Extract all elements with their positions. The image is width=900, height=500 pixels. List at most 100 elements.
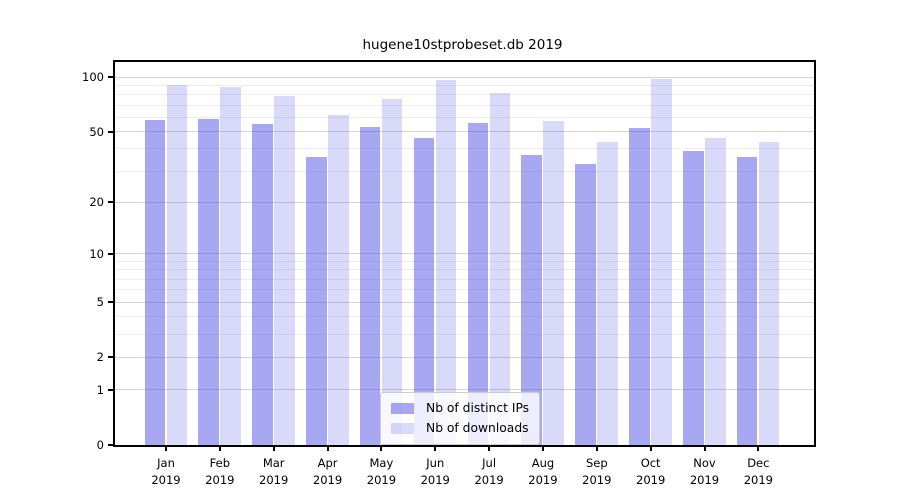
x-tick-year: 2019: [420, 472, 450, 487]
x-tick-month: Apr: [317, 456, 338, 470]
chart-title: hugene10stprobeset.db 2019: [362, 37, 563, 53]
gridline-major: [115, 253, 814, 255]
legend-label-distinct-ips: Nb of distinct IPs: [426, 401, 530, 415]
x-tick-month: Jan: [157, 456, 175, 470]
gridline-major: [115, 131, 814, 133]
x-tick-month: Feb: [209, 456, 231, 470]
bar-downloads-mar: [274, 95, 295, 445]
gridline-major: [115, 76, 814, 78]
y-tick-5: [108, 301, 113, 304]
bar-downloads-sep: [597, 141, 618, 445]
gridline-minor: [115, 333, 814, 335]
x-tick-month: Oct: [640, 456, 661, 470]
legend: Nb of distinct IPs Nb of downloads: [380, 392, 540, 445]
bar-downloads-feb: [220, 87, 241, 445]
x-tick-year: 2019: [259, 472, 289, 487]
x-tick-year: 2019: [636, 472, 666, 487]
x-tick-month: Jun: [426, 456, 445, 470]
bar-downloads-jun: [435, 80, 457, 445]
x-tick-year: 2019: [151, 472, 181, 487]
y-tick-label-1: 1: [96, 382, 104, 397]
bar-distinct-ips-sep: [575, 163, 596, 445]
x-tick-oct: [649, 447, 652, 451]
gridline-minor: [115, 94, 814, 96]
gridline-major: [115, 389, 814, 391]
x-tick-month: Mar: [262, 456, 285, 470]
y-tick-label-5: 5: [96, 295, 104, 310]
x-tick-jul: [488, 447, 491, 451]
y-tick-label-50: 50: [89, 124, 104, 139]
x-tick-label-sep: Sep 2019: [567, 455, 627, 488]
y-tick-label-0: 0: [96, 438, 104, 452]
legend-item-distinct-ips: Nb of distinct IPs: [389, 398, 531, 418]
bar-distinct-ips-oct: [629, 128, 650, 445]
gridline-minor: [115, 269, 814, 271]
x-tick-sep: [595, 447, 598, 451]
x-tick-feb: [218, 447, 221, 451]
bar-distinct-ips-mar: [252, 124, 273, 445]
gridline-minor: [115, 260, 814, 262]
gridline-minor: [115, 104, 814, 106]
gridline-major: [115, 356, 814, 358]
legend-item-downloads: Nb of downloads: [389, 418, 531, 438]
bar-downloads-jul: [489, 92, 511, 445]
gridline-minor: [115, 316, 814, 318]
x-tick-label-aug: Aug 2019: [513, 455, 573, 488]
y-tick-label-20: 20: [89, 195, 104, 210]
gridline-minor: [115, 116, 814, 118]
y-tick-2: [108, 356, 113, 359]
x-tick-year: 2019: [366, 472, 397, 487]
x-tick-month: May: [369, 456, 394, 470]
x-tick-nov: [703, 447, 706, 451]
bar-downloads-may: [381, 98, 403, 445]
x-tick-month: Jul: [482, 456, 497, 470]
y-tick-10: [108, 252, 113, 255]
legend-swatch-downloads: [391, 422, 414, 434]
y-tick-label-100: 100: [82, 70, 104, 85]
x-tick-may: [380, 447, 383, 451]
bar-downloads-jan: [166, 85, 187, 445]
x-tick-label-apr: Apr 2019: [298, 455, 358, 488]
x-tick-year: 2019: [582, 472, 612, 487]
bar-downloads-apr: [328, 114, 349, 445]
x-tick-jun: [434, 447, 437, 451]
x-tick-dec: [757, 447, 760, 451]
x-tick-label-nov: Nov 2019: [675, 455, 735, 488]
bar-distinct-ips-apr: [306, 157, 327, 445]
x-tick-apr: [326, 447, 329, 451]
bar-distinct-ips-dec: [736, 157, 758, 445]
bar-downloads-aug: [543, 121, 564, 445]
x-tick-label-oct: Oct 2019: [621, 455, 681, 488]
x-tick-mar: [272, 447, 275, 451]
gridline-minor: [115, 289, 814, 291]
legend-label-downloads: Nb of downloads: [426, 421, 529, 435]
x-tick-jan: [165, 447, 167, 451]
bar-distinct-ips-may: [359, 126, 381, 445]
gridline-minor: [115, 170, 814, 172]
gridline-minor: [115, 84, 814, 86]
y-tick-1: [108, 388, 113, 391]
x-tick-month: Nov: [693, 456, 716, 470]
gridline-major: [115, 301, 814, 303]
y-tick-label-10: 10: [89, 246, 104, 261]
bar-distinct-ips-feb: [198, 118, 219, 445]
x-tick-label-jul: Jul 2019: [459, 455, 519, 488]
y-tick-50: [108, 130, 113, 133]
x-tick-label-mar: Mar 2019: [244, 455, 304, 488]
legend-swatch-distinct-ips: [391, 402, 414, 414]
y-tick-20: [108, 201, 113, 204]
bar-downloads-dec: [758, 141, 780, 445]
x-tick-year: 2019: [528, 472, 558, 487]
x-tick-label-dec: Dec 2019: [728, 455, 788, 488]
bar-distinct-ips-nov: [683, 150, 704, 445]
y-tick-100: [108, 76, 113, 79]
y-tick-label-2: 2: [96, 350, 104, 365]
x-tick-label-feb: Feb 2019: [190, 455, 250, 488]
x-tick-label-jan: Jan 2019: [136, 455, 196, 488]
x-tick-year: 2019: [743, 472, 773, 487]
bar-distinct-ips-jul: [467, 122, 489, 445]
x-tick-aug: [541, 447, 544, 451]
x-tick-year: 2019: [312, 472, 343, 487]
x-tick-year: 2019: [205, 472, 235, 487]
